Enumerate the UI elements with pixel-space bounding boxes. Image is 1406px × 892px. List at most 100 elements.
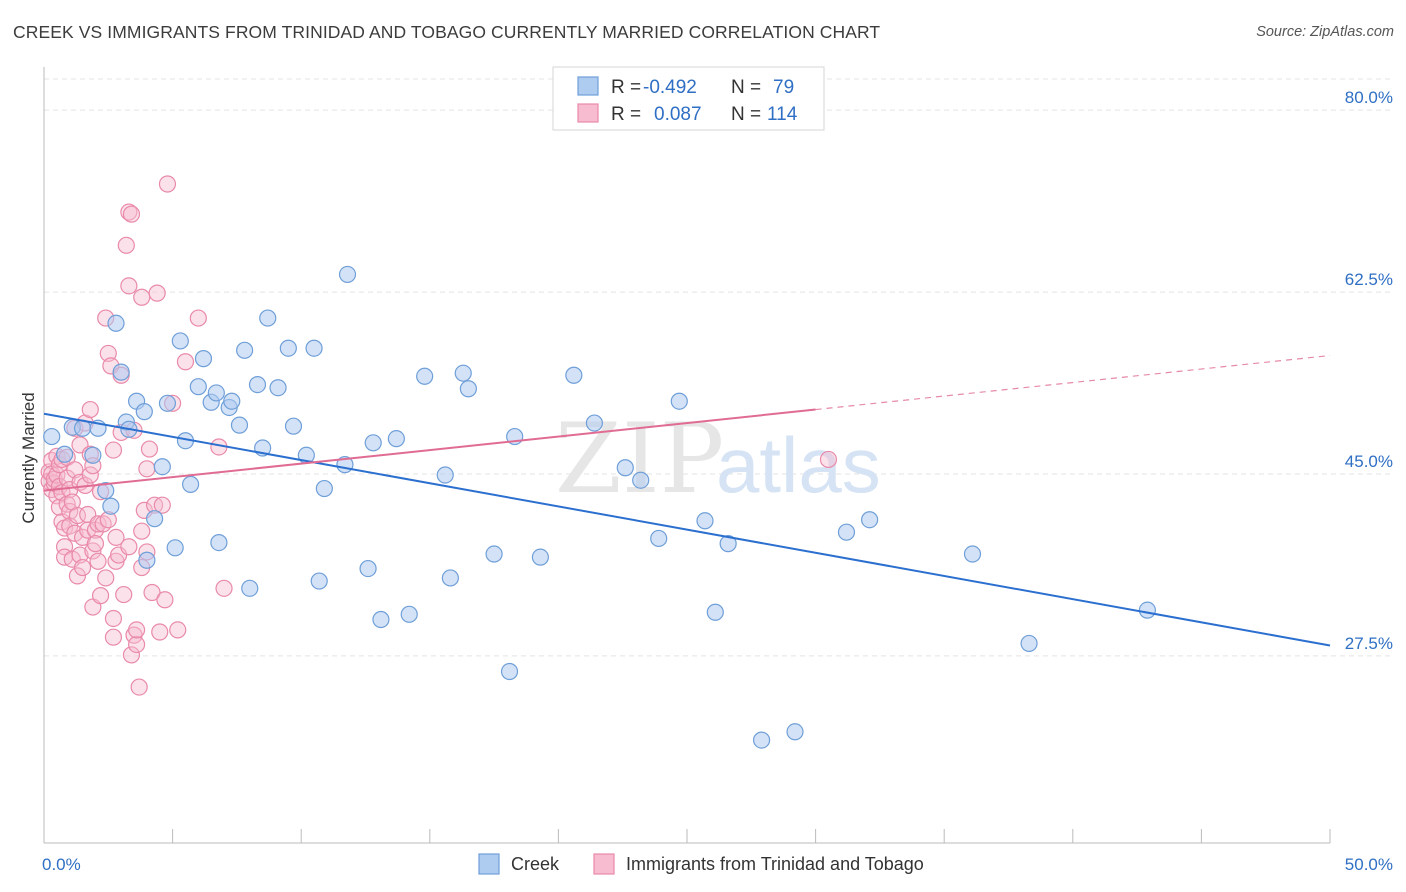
creek-point-65 xyxy=(706,603,724,621)
legend-r-label-creek: R = xyxy=(611,77,641,98)
creek-point-50 xyxy=(436,466,454,484)
tt-point-98 xyxy=(215,579,233,597)
creek-point-36 xyxy=(279,339,297,357)
tt-point-92 xyxy=(158,175,177,193)
creek-point-31 xyxy=(241,579,259,597)
legend-n-label-tt: N = xyxy=(731,104,761,125)
creek-point-34 xyxy=(259,309,277,327)
creek-point-6 xyxy=(97,482,115,500)
legend-swatch-creek xyxy=(577,76,599,96)
creek-point-13 xyxy=(135,403,153,421)
bottom-legend: Creek Immigrants from Trinidad and Tobag… xyxy=(478,853,924,875)
creek-point-70 xyxy=(861,511,879,529)
tt-point-60 xyxy=(104,609,123,628)
tt-point-86 xyxy=(143,583,161,602)
creek-point-63 xyxy=(670,392,688,410)
creek-point-68 xyxy=(786,723,804,741)
tt-point-49 xyxy=(89,515,107,533)
tt-point-79 xyxy=(133,522,151,540)
creek-point-41 xyxy=(315,479,333,498)
creek-point-62 xyxy=(650,529,668,548)
x-tick-label-0: 0.0% xyxy=(42,855,81,874)
creek-point-39 xyxy=(305,339,323,357)
tt-point-69 xyxy=(120,203,138,221)
legend-n-label-creek: N = xyxy=(731,77,761,98)
tt-point-99 xyxy=(819,450,838,469)
tt-point-55 xyxy=(97,569,115,587)
tt-point-71 xyxy=(120,277,138,295)
legend-n-value-tt: 114 xyxy=(767,104,798,125)
legend-r-label-tt: R = xyxy=(611,104,641,125)
creek-point-71 xyxy=(963,545,982,563)
creek-point-44 xyxy=(359,559,377,578)
creek-point-1 xyxy=(55,445,74,463)
tt-point-41 xyxy=(81,400,99,419)
creek-point-46 xyxy=(372,610,390,629)
creek-point-4 xyxy=(84,446,102,464)
tt-point-77 xyxy=(127,621,146,639)
watermark-atlas: atlas xyxy=(716,421,881,509)
tt-point-61 xyxy=(104,628,123,646)
creek-point-52 xyxy=(454,364,472,382)
tt-point-50 xyxy=(89,552,107,570)
creek-point-73 xyxy=(1138,601,1156,619)
trend-lines xyxy=(43,354,1331,647)
bottom-legend-swatch-tt xyxy=(593,853,615,875)
tt-point-27 xyxy=(66,524,84,542)
y-tick-label-0: 27.5% xyxy=(1345,634,1393,653)
creek-point-43 xyxy=(338,265,357,284)
creek-point-18 xyxy=(166,539,184,557)
creek-point-29 xyxy=(230,416,249,434)
creek-point-7 xyxy=(102,497,120,515)
grid xyxy=(44,78,1393,657)
legend: R = -0.492 N = 79 R = 0.087 N = 114 xyxy=(552,66,825,131)
legend-r-value-creek: -0.492 xyxy=(643,77,697,98)
tt-point-59 xyxy=(104,441,123,459)
x-tick-labels: 0.0% 50.0% xyxy=(42,855,1393,874)
creek-point-57 xyxy=(531,548,549,566)
tt-point-89 xyxy=(151,623,169,641)
trend-line-tt-extension xyxy=(815,354,1331,411)
creek-point-64 xyxy=(696,512,714,530)
tt-point-72 xyxy=(122,205,141,223)
tt-point-62 xyxy=(107,528,125,547)
y-tick-label-3: 80.0% xyxy=(1345,88,1393,107)
watermark-zip: ZIP xyxy=(555,403,724,515)
creek-point-28 xyxy=(223,392,241,410)
creek-point-0 xyxy=(43,427,61,446)
tt-point-76 xyxy=(127,635,146,654)
bottom-legend-label-tt: Immigrants from Trinidad and Tobago xyxy=(626,854,924,874)
creek-point-54 xyxy=(485,545,503,563)
tt-point-80 xyxy=(133,288,151,306)
creek-point-37 xyxy=(284,417,303,435)
creek-point-53 xyxy=(459,380,477,398)
tt-point-48 xyxy=(86,535,105,553)
creek-point-49 xyxy=(416,367,434,385)
tt-point-88 xyxy=(148,284,166,302)
creek-point-15 xyxy=(145,510,164,528)
tt-point-73 xyxy=(122,646,141,664)
chart-source: Source: ZipAtlas.com xyxy=(1256,24,1394,40)
creek-point-25 xyxy=(207,384,225,402)
creek-point-19 xyxy=(171,332,189,350)
legend-r-value-tt: 0.087 xyxy=(654,104,702,125)
creek-point-59 xyxy=(585,414,604,432)
creek-point-16 xyxy=(153,458,171,476)
creek-point-45 xyxy=(364,434,382,452)
tt-point-70 xyxy=(120,538,138,556)
creek-point-60 xyxy=(616,459,634,477)
creek-point-48 xyxy=(400,605,418,623)
creek-point-67 xyxy=(752,731,771,749)
creek-point-40 xyxy=(310,572,328,590)
creek-point-17 xyxy=(158,394,177,412)
trend-line-creek xyxy=(43,412,1331,647)
tt-point-35 xyxy=(73,558,92,577)
axes xyxy=(43,67,1331,844)
chart-title: CREEK VS IMMIGRANTS FROM TRINIDAD AND TO… xyxy=(13,22,881,42)
creek-point-22 xyxy=(189,378,207,396)
creek-point-9 xyxy=(112,363,130,381)
creek-point-55 xyxy=(500,662,519,681)
creek-point-35 xyxy=(269,379,287,397)
tt-point-67 xyxy=(115,585,133,604)
